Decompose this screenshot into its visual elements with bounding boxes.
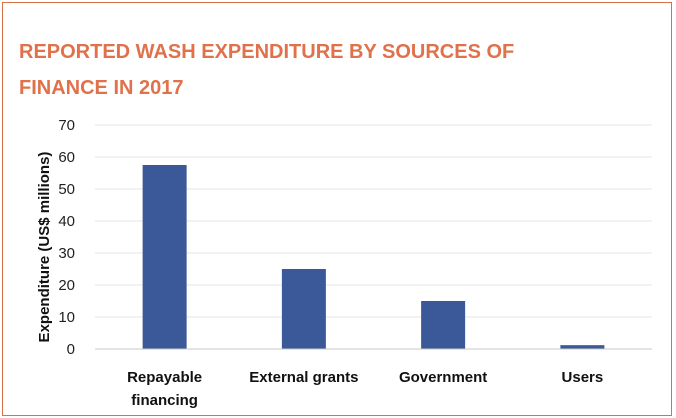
bar-3 — [560, 345, 605, 349]
y-tick-label-40: 40 — [58, 213, 75, 230]
y-axis-label: Expenditure (US$ millions) — [36, 152, 53, 343]
gridlines — [95, 124, 652, 318]
y-tick-label-0: 0 — [67, 341, 75, 358]
y-tick-label-60: 60 — [58, 149, 75, 166]
chart-title: REPORTED WASH EXPENDITURE BY SOURCES OF … — [19, 41, 515, 99]
y-tick-labels: 0 10 20 30 40 50 60 70 — [58, 117, 75, 358]
x-tick-label-2: Government — [399, 369, 487, 386]
y-tick-label-70: 70 — [58, 117, 75, 134]
bar-1 — [281, 269, 326, 349]
y-tick-label-20: 20 — [58, 277, 75, 294]
bars — [142, 165, 605, 349]
x-tick-label-3: Users — [562, 369, 604, 386]
bar-2 — [421, 301, 466, 349]
y-tick-label-30: 30 — [58, 245, 75, 262]
x-tick-labels: Repayable financing External grants Governm… — [127, 369, 603, 409]
x-tick-label-1: External grants — [249, 369, 358, 386]
y-tick-label-10: 10 — [58, 309, 75, 326]
x-tick-label-0: Repayable financing — [127, 369, 202, 409]
bar-0 — [142, 165, 187, 349]
y-tick-label-50: 50 — [58, 181, 75, 198]
